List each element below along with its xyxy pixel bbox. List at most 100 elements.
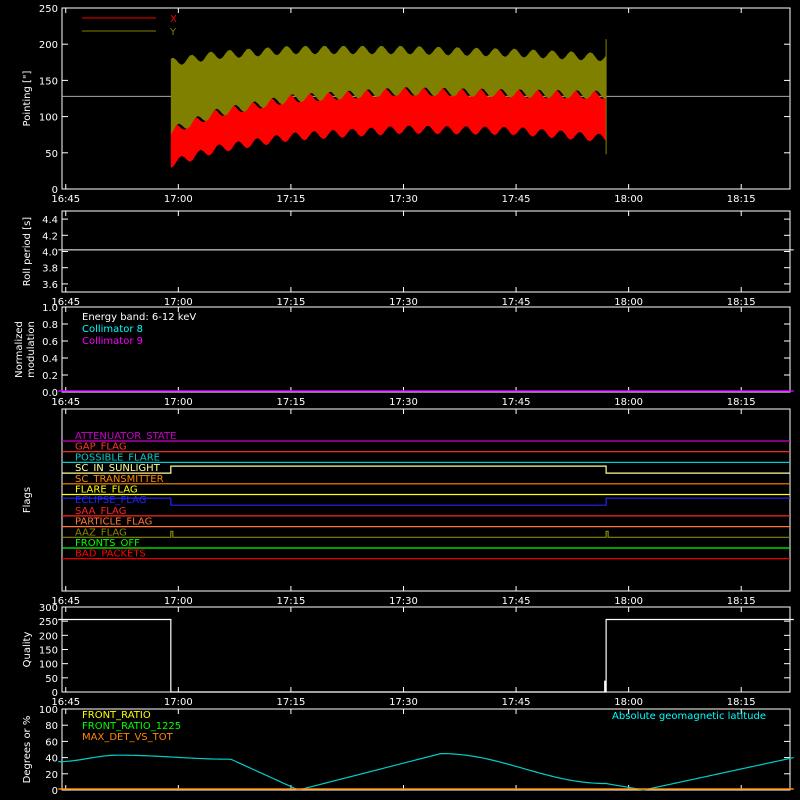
flags-ylabel: Flags	[22, 487, 33, 513]
pointing-band-y	[170, 45, 607, 135]
flags-xtick-label: 18:15	[727, 596, 756, 607]
flag-label-possible_flare: POSSIBLE_FLARE	[75, 452, 160, 463]
roll-xtick-label: 17:45	[502, 297, 531, 308]
ratios-ytick-label: 0	[52, 786, 58, 797]
pointing-ytick-label: 50	[45, 149, 58, 160]
flag-label-flare_flag: FLARE_FLAG	[75, 485, 138, 496]
ratios-ytick-label: 20	[45, 770, 58, 781]
flag-line-aaz_flag	[62, 530, 790, 538]
ratios-legend-label: FRONT_RATIO	[82, 710, 151, 721]
pointing-band-x	[170, 87, 607, 168]
quality-series	[58, 618, 794, 693]
ratios-legend-right: Absolute geomagnetic latitude	[612, 711, 766, 722]
modulation-ytick-label: 0.2	[42, 371, 58, 382]
modulation-ylabel: modulation	[26, 321, 37, 378]
pointing-ytick-label: 0	[52, 185, 58, 196]
flags-xtick-label: 17:45	[502, 596, 531, 607]
pointing-xtick-label: 18:15	[727, 194, 756, 205]
roll-ytick-label: 4.2	[42, 231, 58, 242]
flag-label-gap_flag: GAP_FLAG	[75, 442, 127, 453]
roll-xtick-label: 17:30	[389, 297, 418, 308]
modulation-frame	[61, 306, 791, 393]
pointing-ytick-label: 150	[39, 76, 58, 87]
pointing-xtick-label: 17:00	[164, 194, 193, 205]
roll-ytick-label: 3.8	[42, 264, 58, 275]
quality-xtick-label: 17:15	[276, 697, 305, 708]
flags-xtick-label: 16:45	[51, 596, 80, 607]
pointing-xtick-label: 17:45	[502, 194, 531, 205]
modulation-xtick-label: 18:00	[614, 397, 643, 408]
quality-ytick-label: 300	[39, 603, 58, 614]
quality-ytick-label: 250	[39, 617, 58, 628]
modulation-ytick-label: 0.0	[42, 388, 58, 399]
roll-xtick-label: 18:00	[614, 297, 643, 308]
flag-line-sc_in_sunlight	[62, 465, 790, 474]
flag-label-saa_flag: SAA_FLAG	[75, 506, 126, 517]
ratios-ytick-label: 40	[45, 754, 58, 765]
modulation-xtick-label: 17:30	[389, 397, 418, 408]
pointing-xtick-label: 17:15	[276, 194, 305, 205]
flags-xtick-label: 17:15	[276, 596, 305, 607]
flags-frame	[61, 408, 791, 592]
flag-line-eclipse_flag	[62, 497, 790, 506]
roll-ytick-label: 3.6	[42, 280, 58, 291]
modulation-ytick-label: 0.8	[42, 320, 58, 331]
flag-label-attenuator_state: ATTENUATOR_STATE	[75, 431, 176, 442]
modulation-ylabel: Normalized	[14, 321, 25, 378]
modulation-xtick-label: 16:45	[51, 397, 80, 408]
quality-ytick-label: 0	[52, 688, 58, 699]
quality-xtick-label: 17:30	[389, 697, 418, 708]
roll-frame	[61, 210, 791, 293]
ratios-legend-label: MAX_DET_VS_TOT	[82, 732, 174, 743]
modulation-annotation: Energy band: 6-12 keV	[82, 312, 196, 323]
quality-xtick-label: 18:00	[614, 697, 643, 708]
flags-xtick-label: 17:00	[164, 596, 193, 607]
modulation-xtick-label: 17:45	[502, 397, 531, 408]
flag-label-bad_packets: BAD_PACKETS	[75, 549, 146, 560]
quality-ytick-label: 200	[39, 631, 58, 642]
quality-xtick-label: 17:00	[164, 697, 193, 708]
modulation-annotation: Collimator 8	[82, 324, 143, 335]
quality-ytick-label: 50	[45, 674, 58, 685]
ratios-legend-label: FRONT_RATIO_1225	[82, 721, 181, 732]
pointing-frame	[61, 7, 791, 190]
pointing-xtick-label: 17:30	[389, 194, 418, 205]
flag-label-fronts_off: FRONTS_OFF	[75, 538, 140, 549]
pointing-xtick-label: 16:45	[51, 194, 80, 205]
ratios-frame	[61, 708, 791, 791]
quality-ytick-label: 150	[39, 646, 58, 657]
roll-xtick-label: 17:15	[276, 297, 305, 308]
ratios-ytick-label: 80	[45, 721, 58, 732]
ratios-ytick-label: 60	[45, 737, 58, 748]
flag-label-sc_transmitter: SC_TRANSMITTER	[75, 474, 164, 485]
quality-xtick-label: 16:45	[51, 697, 80, 708]
pointing-ytick-label: 100	[39, 113, 58, 124]
flag-label-aaz_flag: AAZ_FLAG	[75, 527, 127, 538]
modulation-ytick-label: 0.4	[42, 354, 58, 365]
quality-xtick-label: 17:45	[502, 697, 531, 708]
quality-ylabel: Quality	[22, 632, 33, 668]
modulation-xtick-label: 17:15	[276, 397, 305, 408]
pointing-ylabel: Pointing ["]	[22, 70, 33, 126]
modulation-ytick-label: 1.0	[42, 303, 58, 314]
pointing-xtick-label: 18:00	[614, 194, 643, 205]
pointing-legend-label: X	[170, 14, 177, 25]
modulation-xtick-label: 17:00	[164, 397, 193, 408]
flag-label-particle_flag: PARTICLE_FLAG	[75, 517, 152, 528]
flag-label-sc_in_sunlight: SC_IN_SUNLIGHT	[75, 463, 161, 474]
ratios-ytick-label: 100	[39, 705, 58, 716]
roll-xtick-label: 16:45	[51, 297, 80, 308]
roll-xtick-label: 17:00	[164, 297, 193, 308]
pointing-legend-label: Y	[169, 27, 177, 38]
ratios-latitude-series	[58, 752, 794, 791]
quality-xtick-label: 18:15	[727, 697, 756, 708]
roll-ylabel: Roll period [s]	[22, 217, 33, 286]
modulation-ytick-label: 0.6	[42, 337, 58, 348]
modulation-annotation: Collimator 9	[82, 336, 143, 347]
roll-ytick-label: 4.4	[42, 215, 58, 226]
modulation-xtick-label: 18:15	[727, 397, 756, 408]
flag-label-eclipse_flag: ECLIPSE_FLAG	[75, 495, 146, 506]
ratios-ylabel: Degrees or %	[22, 716, 33, 784]
roll-xtick-label: 18:15	[727, 297, 756, 308]
